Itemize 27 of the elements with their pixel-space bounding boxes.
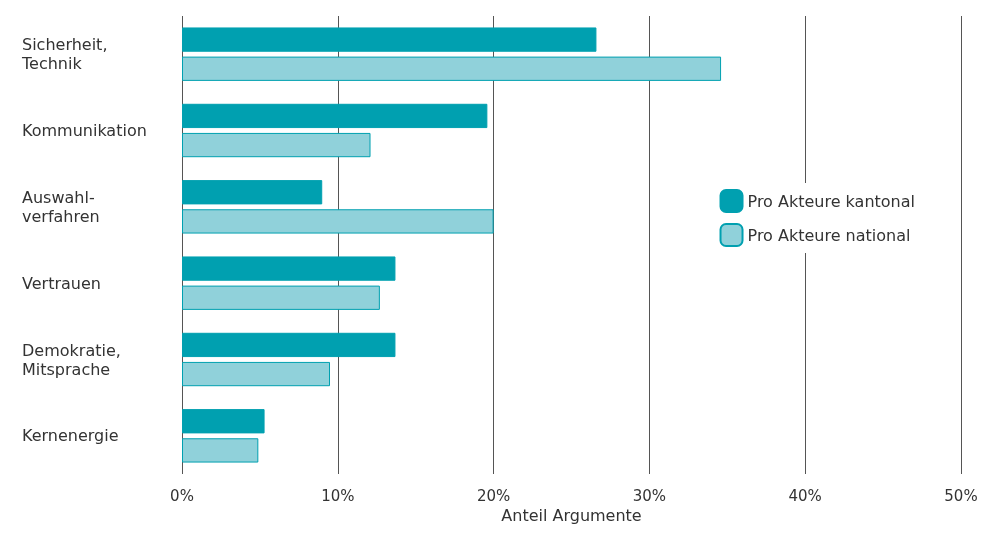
x-tick-label: 0% [170, 486, 194, 505]
y-tick-label: Kommunikation [22, 121, 147, 140]
x-tick-label: 40% [788, 486, 822, 505]
legend-label: Pro Akteure national [747, 225, 911, 245]
y-tick-label: Auswahl- verfahren [22, 187, 100, 226]
y-tick-label: Sicherheit, Technik [21, 35, 108, 74]
bar [182, 256, 396, 281]
y-tick-label: Vertrauen [22, 273, 101, 293]
bar [182, 180, 323, 205]
y-tick-label: Demokratie, Mitsprache [22, 340, 121, 379]
bar [182, 409, 265, 434]
y-tick-label: Kernenergie [22, 426, 119, 446]
bar [182, 361, 331, 387]
bar [182, 209, 494, 234]
x-tick-label: 20% [476, 486, 511, 505]
x-tick-label: 30% [632, 486, 667, 505]
x-tick-label: 50% [944, 486, 978, 505]
bar [182, 438, 259, 463]
bar [182, 332, 396, 358]
x-axis-title: Anteil Argumente [501, 506, 642, 526]
x-tick-label: 10% [321, 486, 355, 505]
bar [182, 103, 488, 129]
legend-label: Pro Akteure kantonal [747, 191, 916, 211]
bar [182, 56, 722, 81]
bar [182, 27, 597, 52]
bar [182, 285, 380, 310]
bar [182, 132, 371, 158]
